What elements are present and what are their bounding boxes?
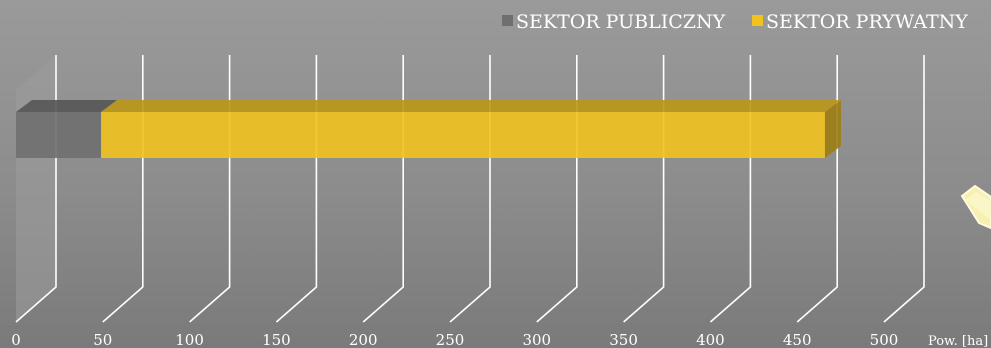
gridline [623, 55, 665, 323]
tick-label: 500 [870, 331, 899, 348]
gridline [449, 55, 491, 323]
gridline [189, 55, 231, 323]
tick-label: 200 [349, 331, 378, 348]
bars [16, 100, 841, 158]
tick-label: 50 [93, 331, 112, 348]
gridline [275, 55, 318, 323]
legend-item: SEKTOR PUBLICZNY [502, 11, 726, 33]
gridline [796, 55, 839, 323]
gridline [883, 55, 925, 323]
tick-label: 250 [436, 331, 465, 348]
tick-label: 0 [11, 331, 21, 348]
legend-label: SEKTOR PRYWATNY [766, 11, 968, 33]
tick-label: 400 [696, 331, 725, 348]
legend-label: SEKTOR PUBLICZNY [516, 11, 726, 33]
tick-label: 300 [522, 331, 551, 348]
bar-segment [101, 100, 841, 158]
x-axis-unit-label: Pow. [ha] [928, 334, 988, 348]
bar-segment [16, 100, 118, 158]
plot-back-wall [16, 55, 56, 322]
legend-item: SEKTOR PRYWATNY [752, 11, 968, 33]
tick-label: 100 [175, 331, 204, 348]
gridline [536, 55, 578, 323]
gridline [102, 55, 144, 323]
tick-label: 450 [783, 331, 812, 348]
legend: SEKTOR PUBLICZNY SEKTOR PRYWATNY [502, 11, 968, 33]
tick-labels: 0 50 100 150 200 250 300 350 400 450 500 [11, 331, 898, 348]
gridline [362, 55, 405, 323]
legend-swatch [752, 15, 763, 26]
gridline [709, 55, 752, 323]
tick-label: 350 [609, 331, 638, 348]
highlighter-decoration [960, 184, 991, 230]
legend-swatch [502, 15, 513, 26]
tick-label: 150 [262, 331, 291, 348]
gridlines [15, 55, 925, 323]
